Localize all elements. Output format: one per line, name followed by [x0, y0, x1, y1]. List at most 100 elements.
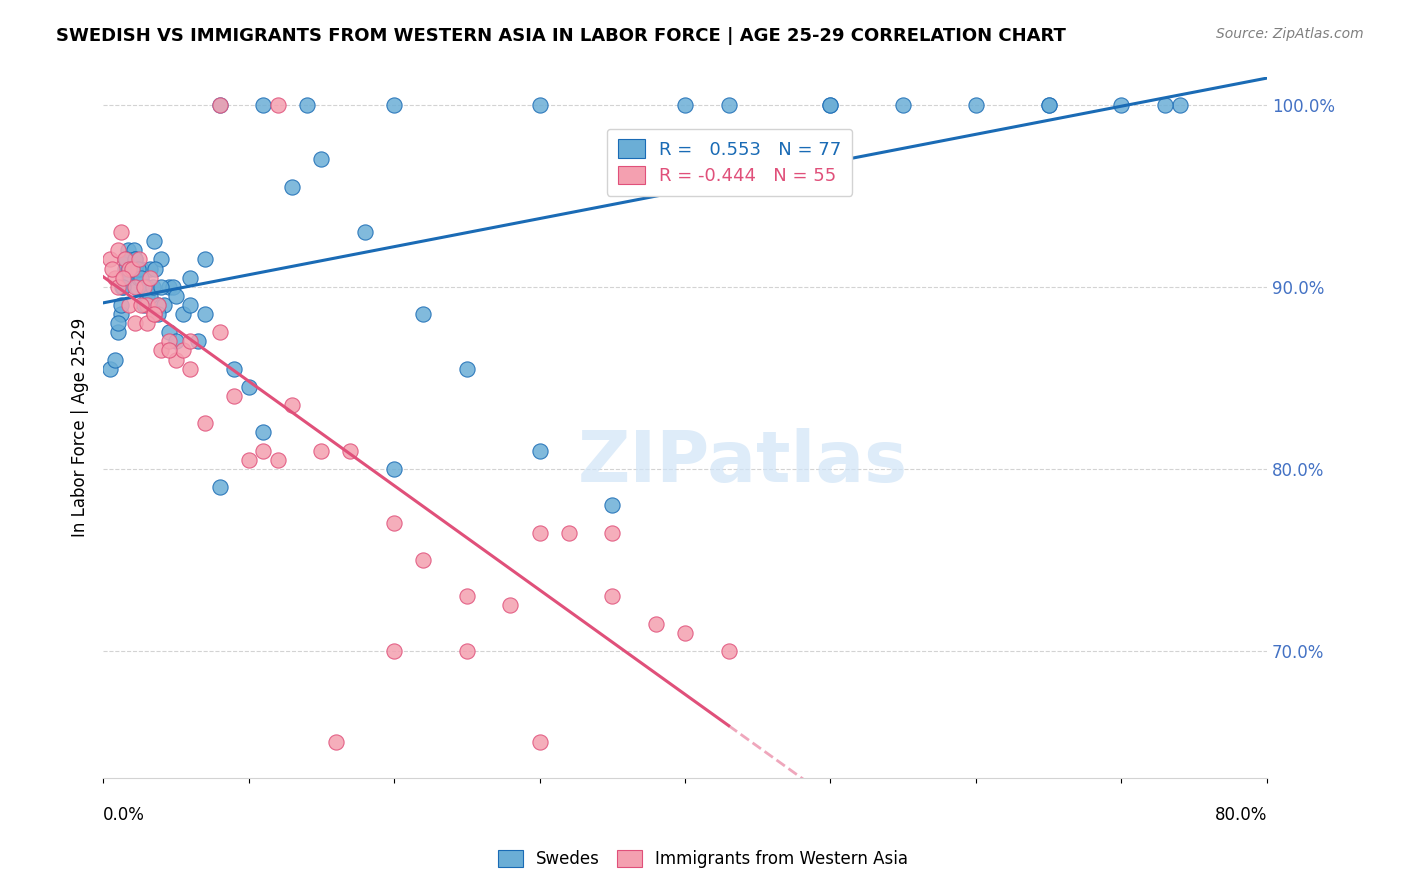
Text: Source: ZipAtlas.com: Source: ZipAtlas.com	[1216, 27, 1364, 41]
Point	[157, 280, 180, 294]
Point	[115, 252, 138, 267]
Point	[499, 599, 522, 613]
Point	[311, 153, 333, 167]
Point	[100, 361, 122, 376]
Point	[172, 343, 194, 358]
Text: 0.0%: 0.0%	[103, 806, 145, 824]
Point	[187, 334, 209, 349]
Legend: R =   0.553   N = 77, R = -0.444   N = 55: R = 0.553 N = 77, R = -0.444 N = 55	[607, 128, 852, 196]
Point	[107, 244, 129, 258]
Point	[208, 480, 231, 494]
Point	[129, 270, 152, 285]
Point	[529, 735, 551, 749]
Point	[172, 307, 194, 321]
Point	[194, 252, 217, 267]
Point	[114, 261, 136, 276]
Point	[153, 298, 176, 312]
Point	[1038, 97, 1060, 112]
Point	[325, 735, 347, 749]
Point	[1038, 97, 1060, 112]
Point	[673, 625, 696, 640]
Point	[891, 97, 914, 112]
Point	[132, 280, 155, 294]
Point	[121, 261, 143, 276]
Point	[456, 589, 478, 603]
Point	[252, 425, 274, 440]
Point	[339, 443, 361, 458]
Y-axis label: In Labor Force | Age 25-29: In Labor Force | Age 25-29	[72, 318, 89, 538]
Point	[1154, 97, 1177, 112]
Point	[143, 307, 166, 321]
Point	[104, 270, 127, 285]
Point	[101, 261, 124, 276]
Point	[382, 644, 405, 658]
Point	[179, 298, 201, 312]
Point	[118, 261, 141, 276]
Point	[673, 97, 696, 112]
Text: ZIPatlas: ZIPatlas	[578, 428, 908, 498]
Point	[132, 280, 155, 294]
Point	[121, 261, 143, 276]
Point	[281, 398, 304, 412]
Point	[145, 261, 167, 276]
Point	[107, 280, 129, 294]
Point	[456, 361, 478, 376]
Point	[222, 389, 245, 403]
Point	[124, 280, 146, 294]
Point	[820, 97, 842, 112]
Point	[311, 443, 333, 458]
Point	[717, 97, 740, 112]
Legend: Swedes, Immigrants from Western Asia: Swedes, Immigrants from Western Asia	[491, 843, 915, 875]
Point	[529, 525, 551, 540]
Point	[117, 244, 139, 258]
Point	[965, 97, 987, 112]
Point	[115, 252, 138, 267]
Point	[252, 97, 274, 112]
Point	[107, 316, 129, 330]
Point	[157, 343, 180, 358]
Point	[135, 289, 157, 303]
Point	[132, 298, 155, 312]
Point	[179, 361, 201, 376]
Point	[138, 270, 160, 285]
Point	[112, 280, 135, 294]
Point	[267, 97, 290, 112]
Point	[129, 261, 152, 276]
Point	[148, 298, 170, 312]
Point	[138, 261, 160, 276]
Point	[194, 307, 217, 321]
Point	[267, 452, 290, 467]
Point	[208, 326, 231, 340]
Point	[208, 97, 231, 112]
Point	[208, 97, 231, 112]
Point	[128, 270, 150, 285]
Point	[118, 270, 141, 285]
Point	[194, 417, 217, 431]
Point	[110, 307, 132, 321]
Point	[107, 326, 129, 340]
Point	[238, 452, 260, 467]
Point	[128, 252, 150, 267]
Point	[557, 525, 579, 540]
Point	[150, 280, 173, 294]
Point	[295, 97, 318, 112]
Point	[222, 361, 245, 376]
Point	[111, 280, 134, 294]
Point	[179, 334, 201, 349]
Point	[645, 616, 668, 631]
Point	[179, 270, 201, 285]
Point	[100, 252, 122, 267]
Point	[600, 525, 623, 540]
Point	[124, 316, 146, 330]
Point	[456, 644, 478, 658]
Point	[135, 298, 157, 312]
Point	[118, 261, 141, 276]
Point	[135, 280, 157, 294]
Point	[157, 334, 180, 349]
Point	[142, 280, 165, 294]
Point	[150, 252, 173, 267]
Point	[165, 352, 187, 367]
Point	[138, 289, 160, 303]
Point	[124, 252, 146, 267]
Point	[129, 298, 152, 312]
